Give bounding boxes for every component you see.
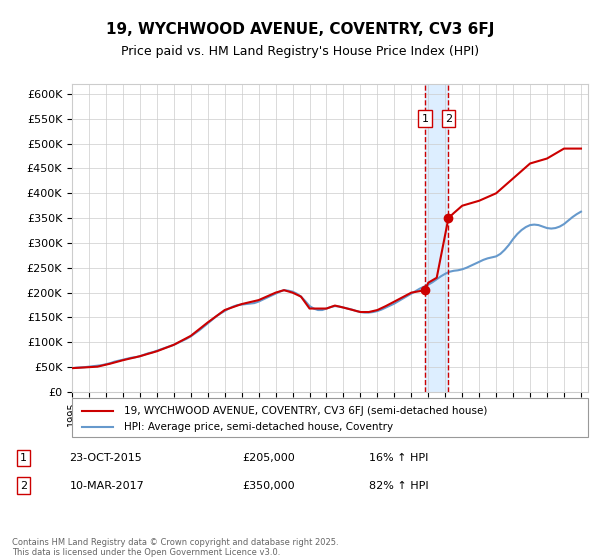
- Text: 2: 2: [445, 114, 452, 124]
- Bar: [425, 84, 448, 392]
- Text: 82% ↑ HPI: 82% ↑ HPI: [369, 480, 429, 491]
- Text: 19, WYCHWOOD AVENUE, COVENTRY, CV3 6FJ: 19, WYCHWOOD AVENUE, COVENTRY, CV3 6FJ: [106, 22, 494, 38]
- Text: 23-OCT-2015: 23-OCT-2015: [70, 453, 142, 463]
- Text: 1: 1: [20, 453, 27, 463]
- Text: 1: 1: [422, 114, 428, 124]
- Text: HPI: Average price, semi-detached house, Coventry: HPI: Average price, semi-detached house,…: [124, 422, 393, 432]
- Text: 16% ↑ HPI: 16% ↑ HPI: [369, 453, 428, 463]
- Text: £205,000: £205,000: [242, 453, 295, 463]
- Text: Price paid vs. HM Land Registry's House Price Index (HPI): Price paid vs. HM Land Registry's House …: [121, 45, 479, 58]
- FancyBboxPatch shape: [72, 398, 588, 437]
- Text: 2: 2: [20, 480, 27, 491]
- Text: 19, WYCHWOOD AVENUE, COVENTRY, CV3 6FJ (semi-detached house): 19, WYCHWOOD AVENUE, COVENTRY, CV3 6FJ (…: [124, 407, 487, 416]
- Text: Contains HM Land Registry data © Crown copyright and database right 2025.
This d: Contains HM Land Registry data © Crown c…: [12, 538, 338, 557]
- Text: £350,000: £350,000: [242, 480, 295, 491]
- Text: 10-MAR-2017: 10-MAR-2017: [70, 480, 145, 491]
